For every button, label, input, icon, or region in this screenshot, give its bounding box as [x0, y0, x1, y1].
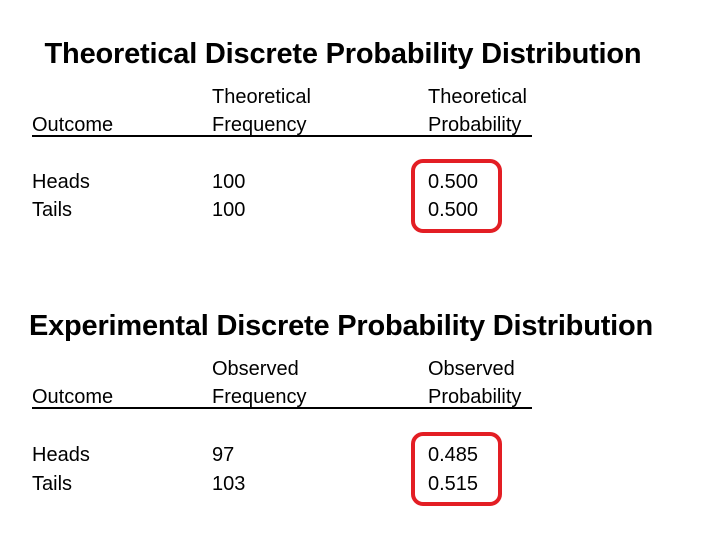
theoretical-header-probability-line1: Theoretical [428, 86, 527, 108]
experimental-title: Experimental Discrete Probability Distri… [28, 310, 654, 342]
experimental-header-outcome: Outcome [32, 386, 114, 408]
experimental-probability-highlight [411, 432, 502, 506]
experimental-outcome-tails: Tails [32, 473, 73, 495]
theoretical-header-probability-line2: Probability [428, 114, 522, 136]
theoretical-probability-highlight [411, 159, 502, 233]
experimental-header-probability-line2: Probability [428, 386, 522, 408]
experimental-outcome-heads: Heads [32, 444, 90, 466]
experimental-header-frequency-line1: Observed [212, 358, 299, 380]
theoretical-probability-heads: 0.500 [428, 171, 479, 193]
theoretical-header-outcome: Outcome [32, 114, 114, 136]
experimental-probability-tails: 0.515 [428, 473, 479, 495]
experimental-header-underline [32, 407, 532, 409]
experimental-frequency-tails: 103 [212, 473, 246, 495]
theoretical-outcome-heads: Heads [32, 171, 90, 193]
theoretical-frequency-tails: 100 [212, 199, 246, 221]
theoretical-title: Theoretical Discrete Probability Distrib… [44, 38, 642, 70]
theoretical-outcome-tails: Tails [32, 199, 73, 221]
theoretical-probability-tails: 0.500 [428, 199, 479, 221]
theoretical-header-frequency-line2: Frequency [212, 114, 307, 136]
experimental-frequency-heads: 97 [212, 444, 235, 466]
theoretical-frequency-heads: 100 [212, 171, 246, 193]
theoretical-header-frequency-line1: Theoretical [212, 86, 311, 108]
theoretical-header-underline [32, 135, 532, 137]
experimental-header-probability-line1: Observed [428, 358, 515, 380]
experimental-header-frequency-line2: Frequency [212, 386, 307, 408]
experimental-probability-heads: 0.485 [428, 444, 479, 466]
